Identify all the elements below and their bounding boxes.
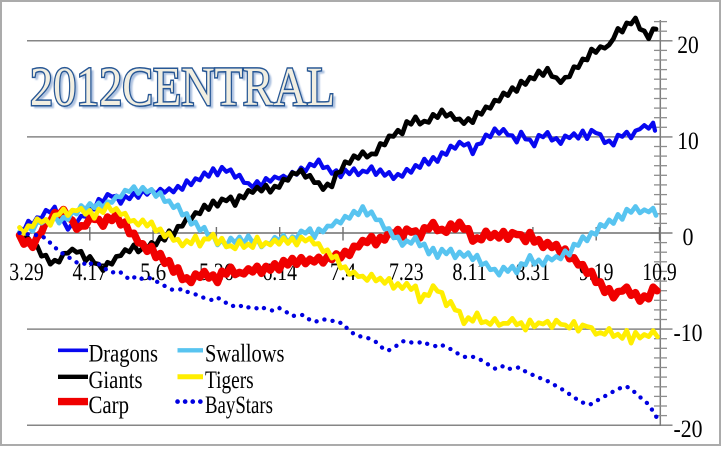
svg-text:10.9: 10.9 <box>642 259 677 286</box>
svg-text:10: 10 <box>677 128 699 155</box>
svg-text:BayStars: BayStars <box>205 392 273 419</box>
svg-text:Tigers: Tigers <box>205 367 254 394</box>
svg-text:-20: -20 <box>674 416 703 443</box>
svg-text:Swallows: Swallows <box>205 341 285 368</box>
svg-text:-10: -10 <box>674 320 703 347</box>
svg-text:Giants: Giants <box>89 367 143 394</box>
svg-text:Dragons: Dragons <box>89 341 159 368</box>
svg-text:0: 0 <box>683 224 694 251</box>
svg-text:2012CENTRAL: 2012CENTRAL <box>30 56 335 117</box>
svg-text:2012CENTRAL: 2012CENTRAL <box>33 59 338 120</box>
svg-text:20: 20 <box>677 32 699 59</box>
svg-text:Carp: Carp <box>89 392 130 419</box>
svg-text:3.29: 3.29 <box>9 259 44 286</box>
